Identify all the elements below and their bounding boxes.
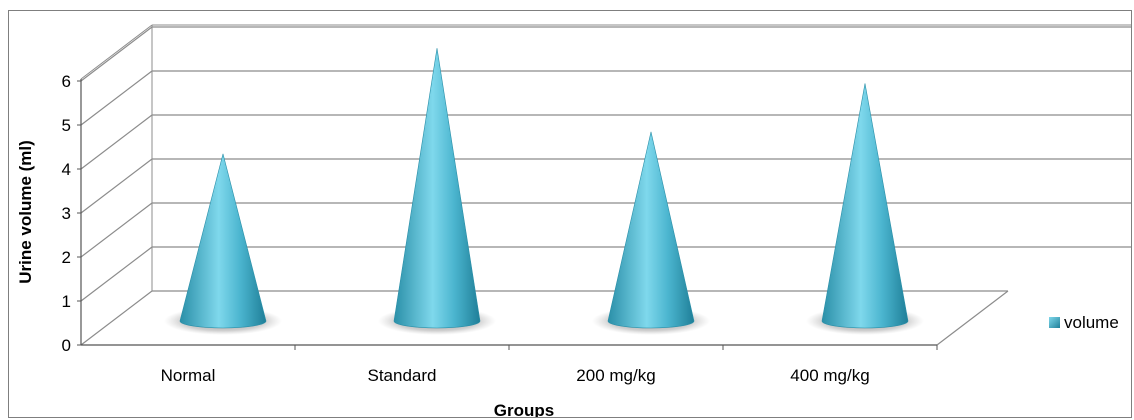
cone-200-mg-kg (592, 131, 710, 335)
cone-body (393, 48, 481, 329)
y-tick-label: 3 (62, 204, 71, 223)
gridline-side (80, 70, 153, 126)
chart-frame: 0 1 2 3 4 5 6 Normal Standard 200 mg/kg 400 mg/kg… (8, 10, 1132, 418)
x-tick-label: Normal (161, 366, 216, 385)
cone-chart: 0 1 2 3 4 5 6 Normal Standard 200 mg/kg 400 mg/kg… (16, 24, 1131, 418)
legend-swatch-volume (1049, 317, 1060, 328)
side-wall-top-edge (80, 24, 153, 80)
cone-body (607, 131, 695, 329)
x-axis-ticks: Normal Standard 200 mg/kg 400 mg/kg (161, 345, 938, 385)
x-axis-title: Groups (494, 401, 554, 418)
x-tick-label: 400 mg/kg (790, 366, 869, 385)
cone-series (164, 48, 924, 335)
gridline-side (80, 26, 153, 82)
y-axis-ticks: 0 1 2 3 4 5 6 (62, 72, 81, 355)
x-tick-label: 200 mg/kg (576, 366, 655, 385)
legend: volume (1049, 313, 1119, 332)
y-axis-title: Urine volume (ml) (16, 140, 35, 284)
cone-standard (378, 48, 496, 335)
floor-right-edge (936, 290, 1009, 346)
gridline-side (80, 202, 153, 258)
y-tick-label: 2 (62, 248, 71, 267)
cone-body (179, 153, 267, 329)
gridline-side (80, 114, 153, 170)
y-tick-label: 1 (62, 292, 71, 311)
gridline-side (80, 158, 153, 214)
gridline-side (80, 290, 153, 346)
cone-body (821, 83, 909, 329)
y-tick-label: 0 (62, 336, 71, 355)
cone-normal (164, 153, 282, 335)
y-tick-label: 6 (62, 72, 71, 91)
x-tick-label: Standard (368, 366, 437, 385)
cone-400-mg-kg (806, 83, 924, 335)
legend-label-volume: volume (1064, 313, 1119, 332)
gridline-side (80, 246, 153, 302)
y-tick-label: 4 (62, 160, 71, 179)
y-tick-label: 5 (62, 116, 71, 135)
